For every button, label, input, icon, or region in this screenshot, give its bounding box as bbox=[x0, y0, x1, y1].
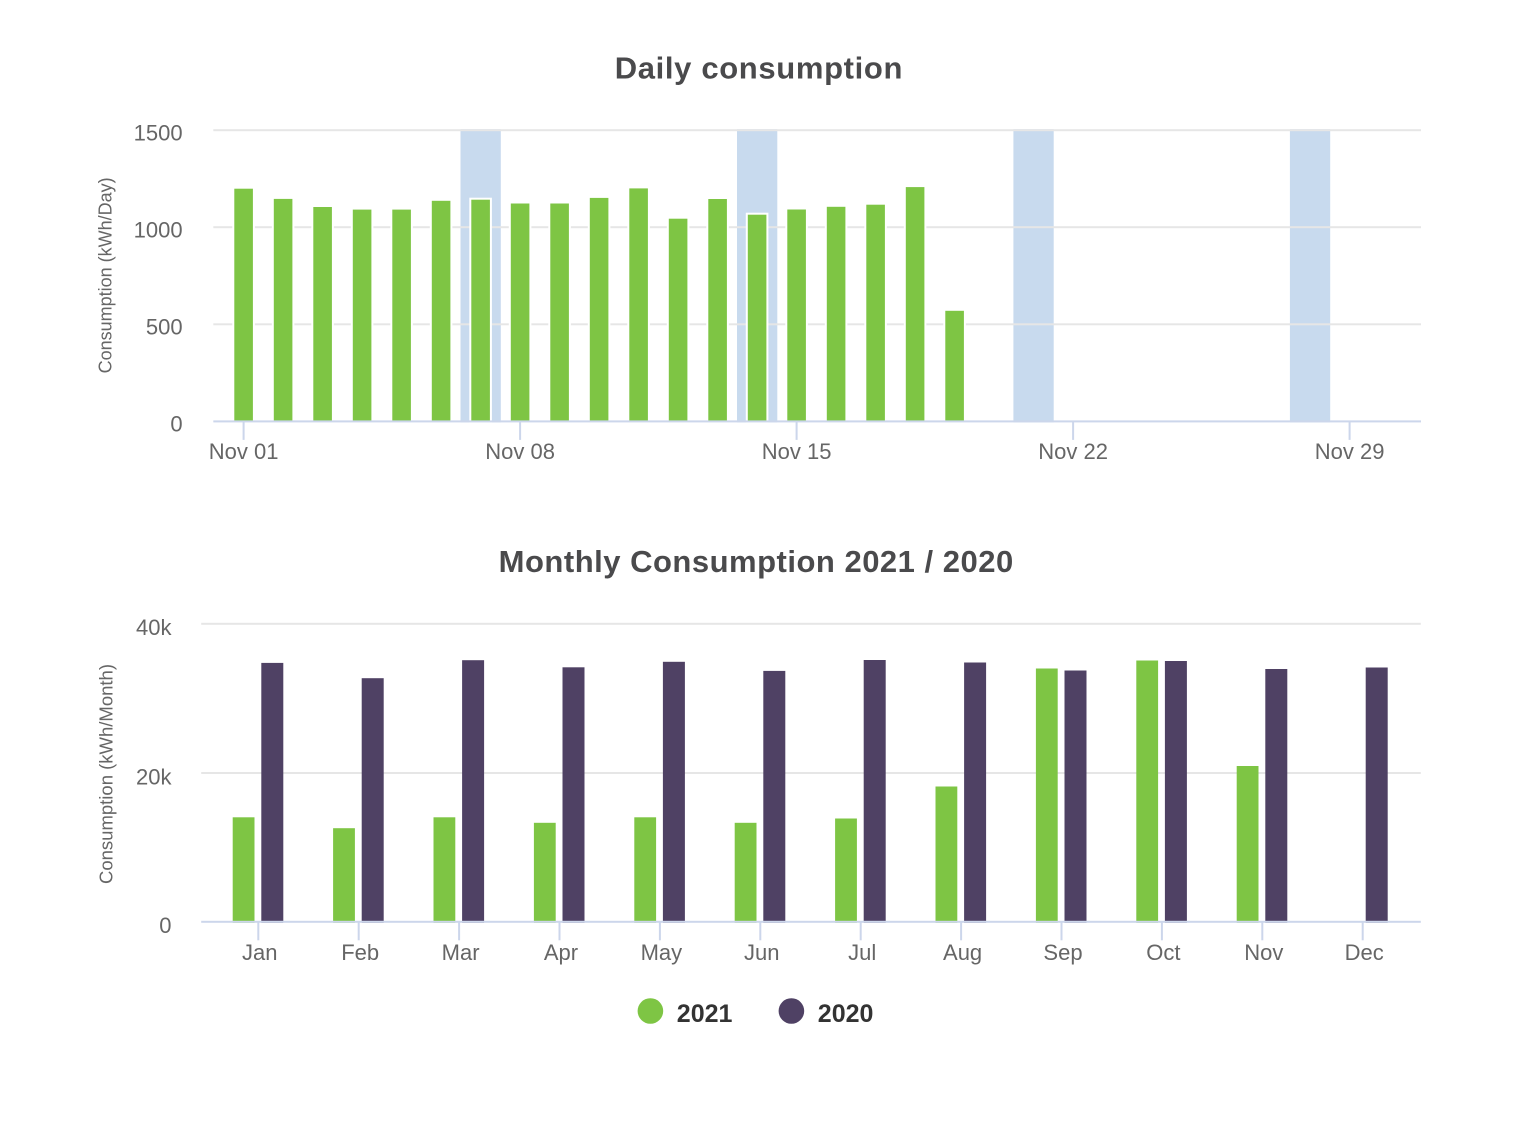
svg-text:Daily consumption: Daily consumption bbox=[615, 51, 903, 86]
svg-text:0: 0 bbox=[159, 913, 171, 938]
svg-text:Nov 29: Nov 29 bbox=[1315, 439, 1385, 464]
svg-text:2021: 2021 bbox=[677, 1000, 733, 1028]
svg-text:Consumption (kWh/Day): Consumption (kWh/Day) bbox=[96, 177, 116, 373]
svg-text:May: May bbox=[641, 940, 683, 965]
svg-text:Dec: Dec bbox=[1345, 940, 1384, 965]
svg-text:500: 500 bbox=[146, 315, 183, 340]
svg-text:Apr: Apr bbox=[544, 940, 578, 965]
svg-text:Sep: Sep bbox=[1043, 940, 1082, 965]
svg-text:0: 0 bbox=[170, 412, 182, 437]
svg-text:40k: 40k bbox=[136, 615, 172, 640]
svg-text:2020: 2020 bbox=[818, 1000, 874, 1028]
svg-text:Nov 01: Nov 01 bbox=[209, 439, 279, 464]
svg-text:Consumption (kWh/Month): Consumption (kWh/Month) bbox=[96, 664, 117, 884]
svg-text:20k: 20k bbox=[136, 764, 172, 789]
svg-text:Mar: Mar bbox=[442, 940, 480, 965]
svg-text:Nov 15: Nov 15 bbox=[762, 439, 832, 464]
svg-text:Oct: Oct bbox=[1146, 940, 1180, 965]
svg-text:Monthly Consumption 2021 / 202: Monthly Consumption 2021 / 2020 bbox=[499, 544, 1014, 579]
svg-text:Aug: Aug bbox=[943, 940, 982, 965]
svg-text:Jun: Jun bbox=[744, 940, 779, 965]
svg-text:Nov 22: Nov 22 bbox=[1038, 439, 1108, 464]
svg-text:Nov: Nov bbox=[1244, 940, 1283, 965]
svg-text:Nov 08: Nov 08 bbox=[485, 439, 555, 464]
svg-text:Jan: Jan bbox=[242, 940, 277, 965]
svg-text:1500: 1500 bbox=[134, 120, 183, 145]
svg-text:Feb: Feb bbox=[341, 940, 379, 965]
svg-text:Jul: Jul bbox=[848, 940, 876, 965]
svg-text:1000: 1000 bbox=[134, 217, 183, 242]
